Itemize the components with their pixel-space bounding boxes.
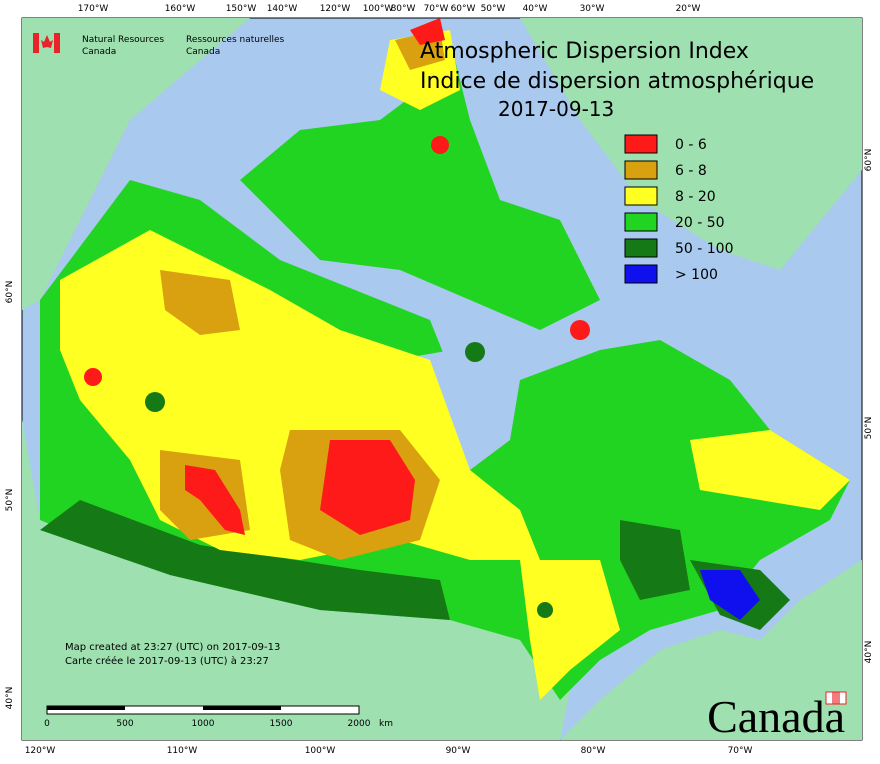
legend: 0 - 6 6 - 8 8 - 20 20 - 50 50 - 100 > 100 xyxy=(624,134,734,284)
scale-bar: 0 500 1000 1500 2000 km xyxy=(44,705,393,729)
longitude-label: 90°W xyxy=(446,746,471,756)
longitude-label: 150°W xyxy=(226,4,257,14)
scale-label: 1000 xyxy=(192,719,215,729)
legend-swatch xyxy=(624,160,658,180)
agency-name: Natural Resources xyxy=(82,35,164,45)
longitude-label: 100°W xyxy=(363,4,394,14)
longitude-label: 160°W xyxy=(165,4,196,14)
credit-line: Map created at 23:27 (UTC) on 2017-09-13 xyxy=(65,642,280,653)
agency-country: Canada xyxy=(186,47,220,57)
legend-label: 8 - 20 xyxy=(675,189,716,205)
legend-swatch xyxy=(624,212,658,232)
longitude-label: 100°W xyxy=(305,746,336,756)
longitude-label: 110°W xyxy=(167,746,198,756)
agency-name: Ressources naturelles xyxy=(186,35,285,45)
agency-country: Canada xyxy=(82,47,116,57)
scale-unit: km xyxy=(379,719,393,729)
longitude-label: 70°W xyxy=(728,746,753,756)
legend-label: 0 - 6 xyxy=(675,137,707,153)
graticule-labels: 170°W 160°W 150°W 140°W 120°W 100°W80°W 70°W 60… xyxy=(5,4,874,756)
maple-leaf xyxy=(41,35,53,48)
legend-label: 6 - 8 xyxy=(675,163,707,179)
scale-label: 2000 xyxy=(348,719,371,729)
legend-label: 20 - 50 xyxy=(675,215,725,231)
longitude-label: 80°W xyxy=(581,746,606,756)
title: Indice de dispersion atmosphérique xyxy=(420,69,814,94)
latitude-label: 60°N xyxy=(864,149,874,172)
flag-band xyxy=(33,33,39,53)
longitude-label: 170°W xyxy=(78,4,109,14)
latitude-label: 40°N xyxy=(5,687,15,710)
longitude-label: 120°W xyxy=(320,4,351,14)
credit-line: Carte créée le 2017-09-13 (UTC) à 23:27 xyxy=(65,655,269,667)
longitude-label: 120°W xyxy=(25,746,56,756)
scale-label: 0 xyxy=(44,719,50,729)
scale-label: 1500 xyxy=(270,719,293,729)
wordmark-flag-leaf xyxy=(832,692,840,704)
longitude-label: 20°W xyxy=(676,4,701,14)
latitude-label: 50°N xyxy=(5,489,15,512)
date: 2017-09-13 xyxy=(498,97,614,121)
scale-segment xyxy=(203,706,281,710)
wordmark: Canada xyxy=(707,691,845,742)
longitude-label: 60°W xyxy=(451,4,476,14)
legend-label: 50 - 100 xyxy=(675,241,734,257)
land xyxy=(22,18,862,740)
longitude-label: 140°W xyxy=(267,4,298,14)
longitude-label: 70°W xyxy=(424,4,449,14)
latitude-label: 40°N xyxy=(864,641,874,664)
legend-swatch xyxy=(624,186,658,206)
longitude-label: 40°W xyxy=(523,4,548,14)
latitude-label: 50°N xyxy=(864,417,874,440)
title: Atmospheric Dispersion Index xyxy=(420,39,749,64)
legend-swatch xyxy=(624,134,658,154)
scale-segment xyxy=(47,706,125,710)
longitude-label: 50°W xyxy=(481,4,506,14)
scale-label: 500 xyxy=(116,719,133,729)
longitude-label: 80°W xyxy=(391,4,416,14)
flag-band xyxy=(54,33,60,53)
legend-swatch xyxy=(624,264,658,284)
longitude-label: 30°W xyxy=(580,4,605,14)
latitude-label: 60°N xyxy=(5,281,15,304)
legend-label: > 100 xyxy=(675,267,718,283)
legend-swatch xyxy=(624,238,658,258)
canada-index-areas xyxy=(40,18,850,700)
